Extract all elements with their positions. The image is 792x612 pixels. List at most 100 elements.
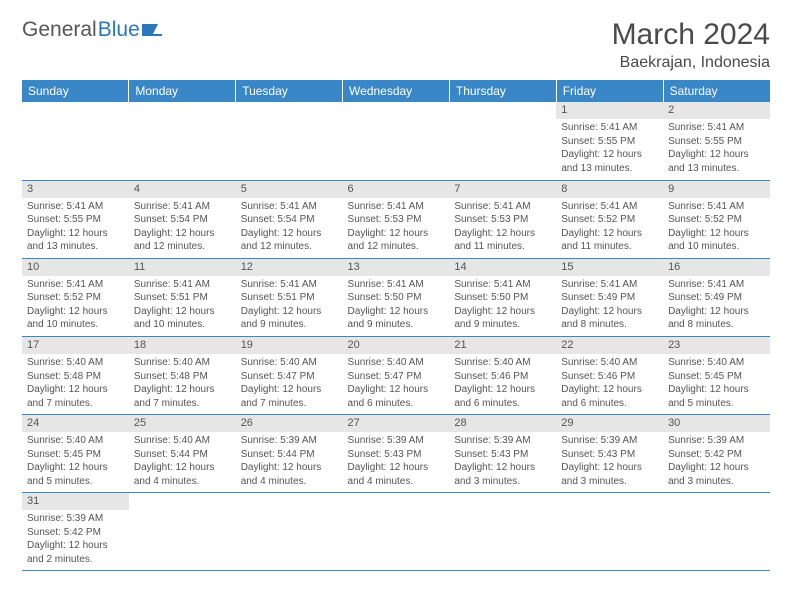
day-details: Sunrise: 5:41 AMSunset: 5:53 PMDaylight:… (449, 198, 556, 258)
day-details: Sunrise: 5:39 AMSunset: 5:43 PMDaylight:… (343, 432, 450, 492)
day-cell: 20Sunrise: 5:40 AMSunset: 5:47 PMDayligh… (343, 336, 450, 414)
calendar-table: SundayMondayTuesdayWednesdayThursdayFrid… (22, 80, 770, 571)
day-cell: 2Sunrise: 5:41 AMSunset: 5:55 PMDaylight… (663, 102, 770, 180)
empty-cell (449, 493, 556, 571)
day-number: 1 (556, 102, 663, 119)
day-number: 15 (556, 259, 663, 276)
day-number: 23 (663, 337, 770, 354)
day-number: 22 (556, 337, 663, 354)
day-details: Sunrise: 5:40 AMSunset: 5:47 PMDaylight:… (236, 354, 343, 414)
month-title: March 2024 (612, 18, 770, 52)
logo-word2: Blue (98, 18, 140, 42)
day-cell: 8Sunrise: 5:41 AMSunset: 5:52 PMDaylight… (556, 180, 663, 258)
empty-cell (343, 102, 450, 180)
calendar-row: 24Sunrise: 5:40 AMSunset: 5:45 PMDayligh… (22, 415, 770, 493)
empty-cell (343, 493, 450, 571)
day-details: Sunrise: 5:41 AMSunset: 5:54 PMDaylight:… (129, 198, 236, 258)
day-details: Sunrise: 5:39 AMSunset: 5:43 PMDaylight:… (556, 432, 663, 492)
empty-cell (129, 102, 236, 180)
day-cell: 26Sunrise: 5:39 AMSunset: 5:44 PMDayligh… (236, 415, 343, 493)
day-details: Sunrise: 5:40 AMSunset: 5:48 PMDaylight:… (129, 354, 236, 414)
day-details: Sunrise: 5:40 AMSunset: 5:46 PMDaylight:… (556, 354, 663, 414)
day-cell: 28Sunrise: 5:39 AMSunset: 5:43 PMDayligh… (449, 415, 556, 493)
day-cell: 17Sunrise: 5:40 AMSunset: 5:48 PMDayligh… (22, 336, 129, 414)
day-number: 5 (236, 181, 343, 198)
day-cell: 15Sunrise: 5:41 AMSunset: 5:49 PMDayligh… (556, 258, 663, 336)
weekday-header: Thursday (449, 80, 556, 102)
empty-cell (236, 493, 343, 571)
weekday-header: Saturday (663, 80, 770, 102)
day-cell: 25Sunrise: 5:40 AMSunset: 5:44 PMDayligh… (129, 415, 236, 493)
weekday-header-row: SundayMondayTuesdayWednesdayThursdayFrid… (22, 80, 770, 102)
weekday-header: Sunday (22, 80, 129, 102)
day-cell: 4Sunrise: 5:41 AMSunset: 5:54 PMDaylight… (129, 180, 236, 258)
header: GeneralBlue March 2024 Baekrajan, Indone… (22, 18, 770, 72)
calendar-body: 1Sunrise: 5:41 AMSunset: 5:55 PMDaylight… (22, 102, 770, 571)
day-details: Sunrise: 5:40 AMSunset: 5:46 PMDaylight:… (449, 354, 556, 414)
day-cell: 9Sunrise: 5:41 AMSunset: 5:52 PMDaylight… (663, 180, 770, 258)
day-cell: 13Sunrise: 5:41 AMSunset: 5:50 PMDayligh… (343, 258, 450, 336)
day-cell: 10Sunrise: 5:41 AMSunset: 5:52 PMDayligh… (22, 258, 129, 336)
logo-word1: General (22, 18, 97, 42)
day-cell: 22Sunrise: 5:40 AMSunset: 5:46 PMDayligh… (556, 336, 663, 414)
calendar-row: 3Sunrise: 5:41 AMSunset: 5:55 PMDaylight… (22, 180, 770, 258)
empty-cell (663, 493, 770, 571)
day-number: 9 (663, 181, 770, 198)
day-number: 7 (449, 181, 556, 198)
day-cell: 5Sunrise: 5:41 AMSunset: 5:54 PMDaylight… (236, 180, 343, 258)
day-details: Sunrise: 5:41 AMSunset: 5:49 PMDaylight:… (663, 276, 770, 336)
day-details: Sunrise: 5:41 AMSunset: 5:54 PMDaylight:… (236, 198, 343, 258)
day-number: 16 (663, 259, 770, 276)
day-cell: 1Sunrise: 5:41 AMSunset: 5:55 PMDaylight… (556, 102, 663, 180)
empty-cell (22, 102, 129, 180)
day-details: Sunrise: 5:41 AMSunset: 5:53 PMDaylight:… (343, 198, 450, 258)
day-number: 25 (129, 415, 236, 432)
logo-flag-icon (142, 22, 164, 38)
day-details: Sunrise: 5:40 AMSunset: 5:48 PMDaylight:… (22, 354, 129, 414)
day-details: Sunrise: 5:40 AMSunset: 5:45 PMDaylight:… (22, 432, 129, 492)
day-number: 18 (129, 337, 236, 354)
weekday-header: Friday (556, 80, 663, 102)
day-cell: 31Sunrise: 5:39 AMSunset: 5:42 PMDayligh… (22, 493, 129, 571)
day-number: 17 (22, 337, 129, 354)
day-number: 13 (343, 259, 450, 276)
day-number: 10 (22, 259, 129, 276)
day-cell: 30Sunrise: 5:39 AMSunset: 5:42 PMDayligh… (663, 415, 770, 493)
day-details: Sunrise: 5:39 AMSunset: 5:44 PMDaylight:… (236, 432, 343, 492)
day-number: 3 (22, 181, 129, 198)
day-details: Sunrise: 5:41 AMSunset: 5:49 PMDaylight:… (556, 276, 663, 336)
day-cell: 21Sunrise: 5:40 AMSunset: 5:46 PMDayligh… (449, 336, 556, 414)
day-details: Sunrise: 5:40 AMSunset: 5:47 PMDaylight:… (343, 354, 450, 414)
day-number: 4 (129, 181, 236, 198)
day-number: 2 (663, 102, 770, 119)
calendar-row: 17Sunrise: 5:40 AMSunset: 5:48 PMDayligh… (22, 336, 770, 414)
empty-cell (236, 102, 343, 180)
day-cell: 19Sunrise: 5:40 AMSunset: 5:47 PMDayligh… (236, 336, 343, 414)
calendar-row: 1Sunrise: 5:41 AMSunset: 5:55 PMDaylight… (22, 102, 770, 180)
day-details: Sunrise: 5:41 AMSunset: 5:51 PMDaylight:… (236, 276, 343, 336)
day-cell: 12Sunrise: 5:41 AMSunset: 5:51 PMDayligh… (236, 258, 343, 336)
location: Baekrajan, Indonesia (612, 54, 770, 72)
day-details: Sunrise: 5:41 AMSunset: 5:55 PMDaylight:… (22, 198, 129, 258)
day-cell: 27Sunrise: 5:39 AMSunset: 5:43 PMDayligh… (343, 415, 450, 493)
weekday-header: Tuesday (236, 80, 343, 102)
calendar-row: 10Sunrise: 5:41 AMSunset: 5:52 PMDayligh… (22, 258, 770, 336)
weekday-header: Monday (129, 80, 236, 102)
day-number: 12 (236, 259, 343, 276)
title-block: March 2024 Baekrajan, Indonesia (612, 18, 770, 72)
day-number: 29 (556, 415, 663, 432)
day-number: 6 (343, 181, 450, 198)
empty-cell (129, 493, 236, 571)
day-details: Sunrise: 5:39 AMSunset: 5:42 PMDaylight:… (22, 510, 129, 570)
day-details: Sunrise: 5:41 AMSunset: 5:55 PMDaylight:… (663, 119, 770, 179)
day-cell: 7Sunrise: 5:41 AMSunset: 5:53 PMDaylight… (449, 180, 556, 258)
day-number: 24 (22, 415, 129, 432)
day-number: 14 (449, 259, 556, 276)
day-number: 8 (556, 181, 663, 198)
day-details: Sunrise: 5:41 AMSunset: 5:51 PMDaylight:… (129, 276, 236, 336)
day-cell: 29Sunrise: 5:39 AMSunset: 5:43 PMDayligh… (556, 415, 663, 493)
day-cell: 11Sunrise: 5:41 AMSunset: 5:51 PMDayligh… (129, 258, 236, 336)
day-number: 26 (236, 415, 343, 432)
day-number: 28 (449, 415, 556, 432)
weekday-header: Wednesday (343, 80, 450, 102)
